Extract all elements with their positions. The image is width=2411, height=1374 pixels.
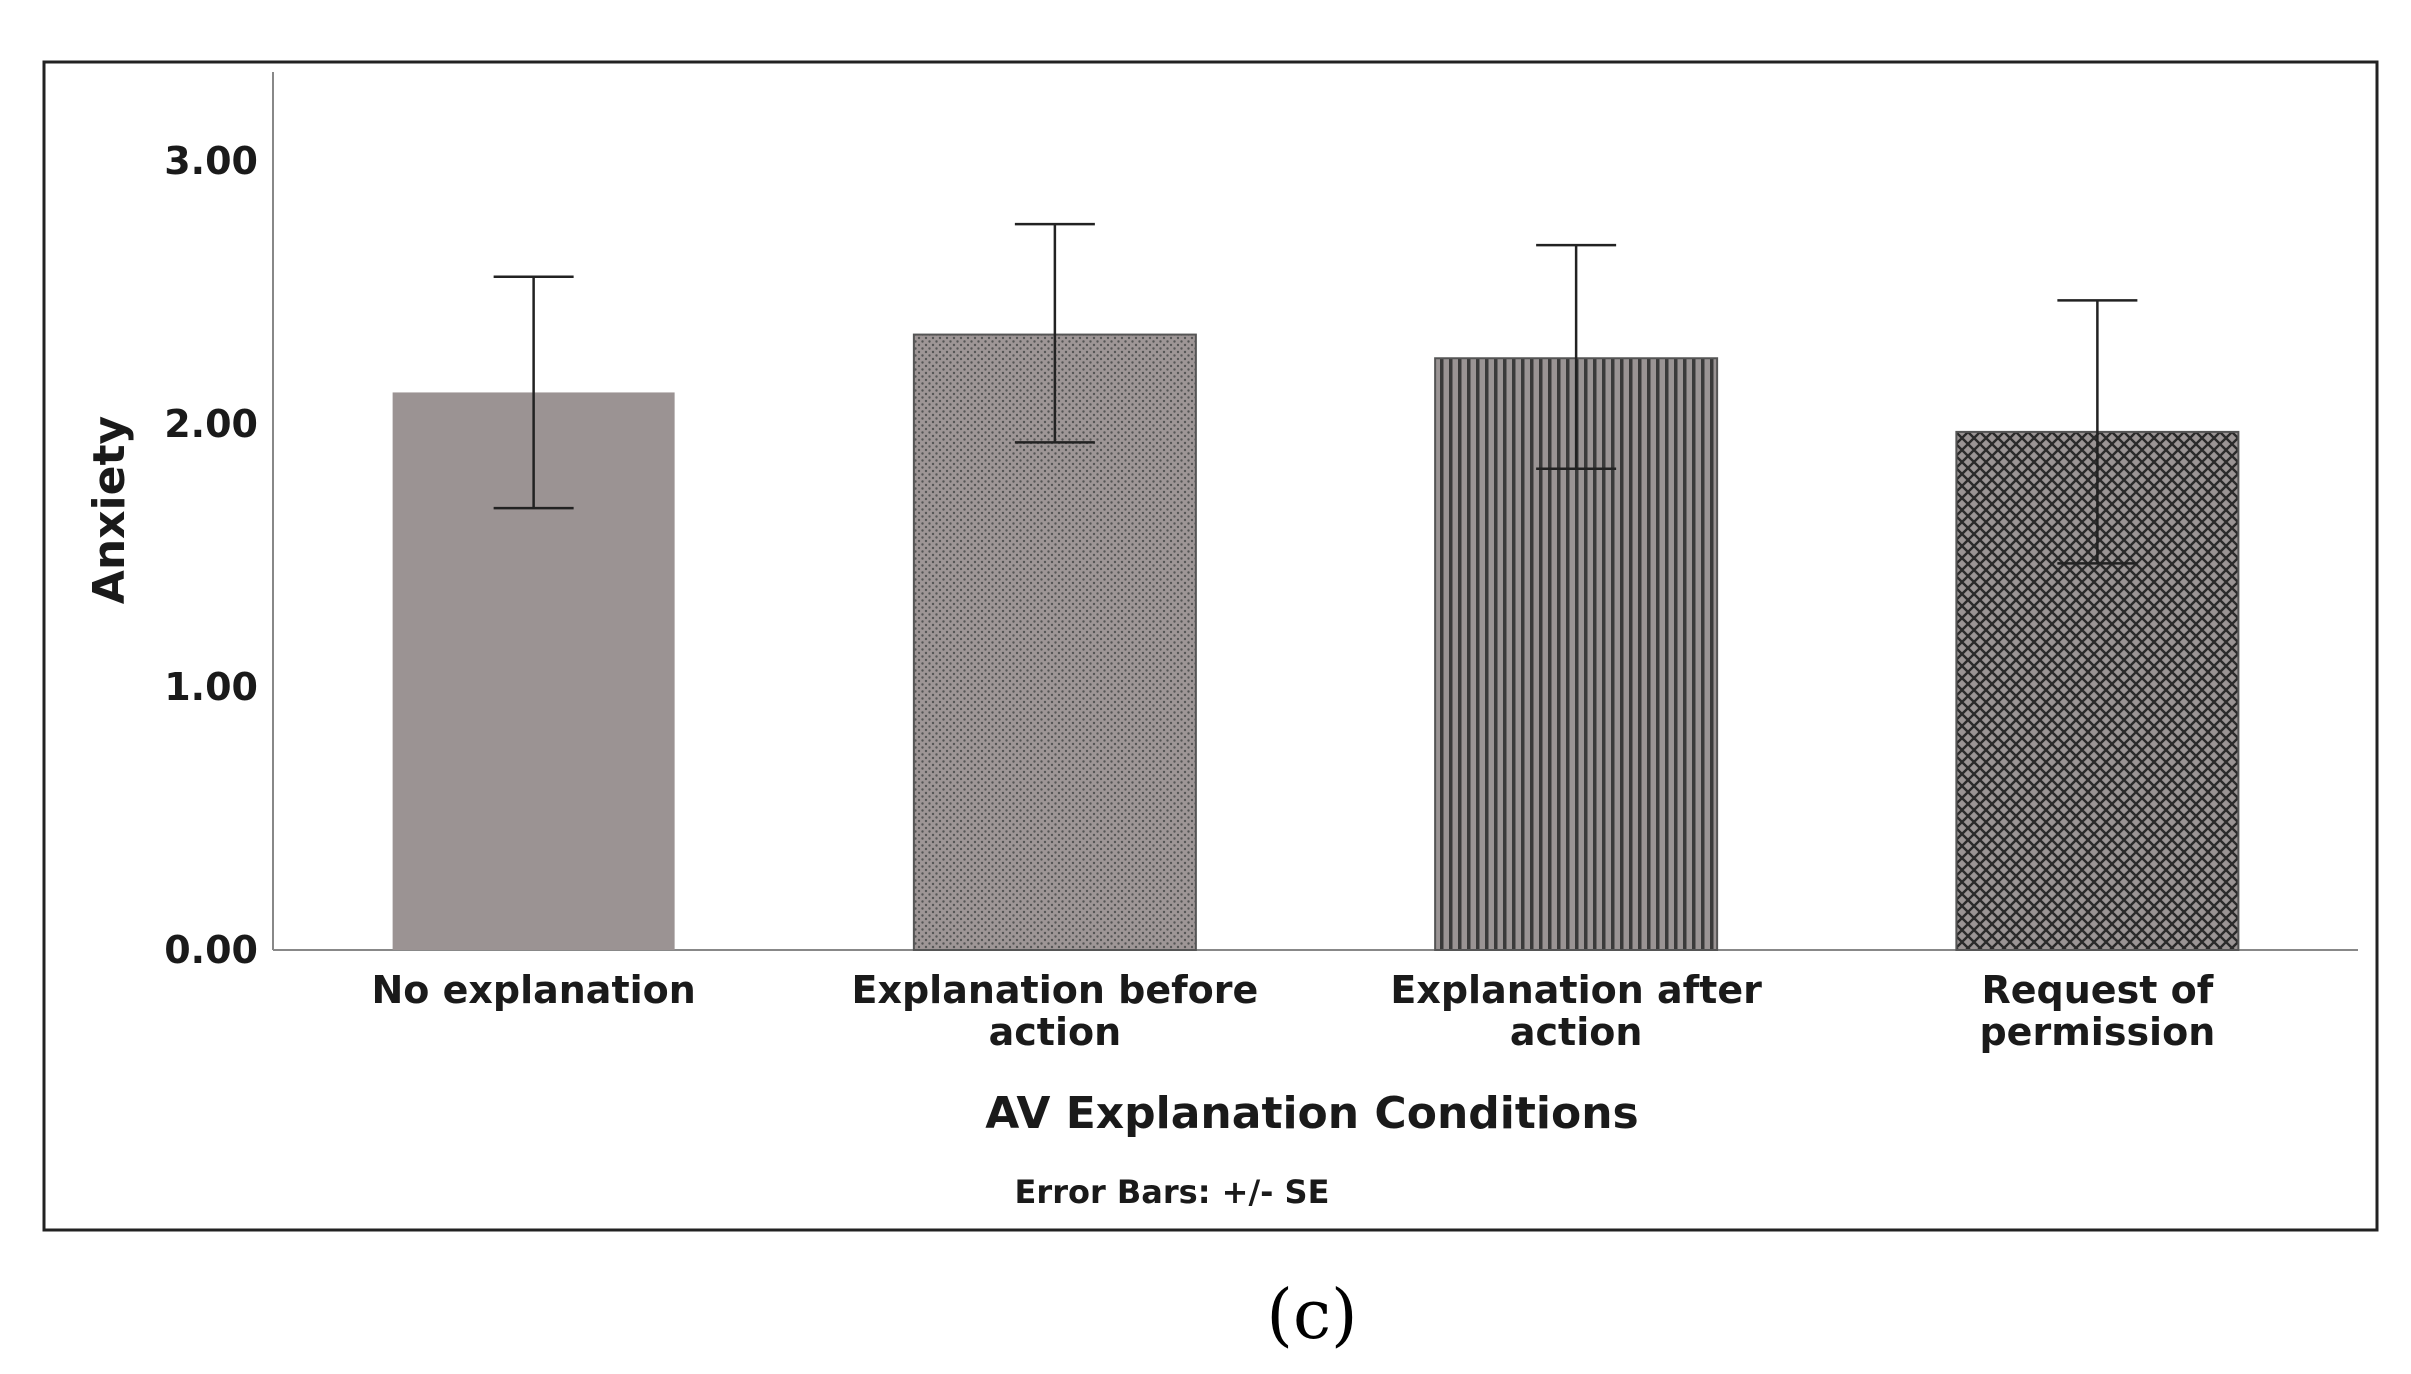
category-label: permission	[1979, 1010, 2215, 1054]
category-label: Explanation after	[1390, 968, 1762, 1012]
y-tick-label: 2.00	[164, 402, 258, 446]
y-tick-label: 1.00	[164, 665, 258, 709]
y-tick-labels: 0.00 1.00 2.00 3.00	[164, 139, 258, 972]
category-label: action	[989, 1010, 1122, 1054]
category-label: Explanation before	[852, 968, 1259, 1012]
x-axis-title: AV Explanation Conditions	[985, 1088, 1638, 1139]
bars	[392, 333, 2240, 951]
y-axis-title: Anxiety	[84, 416, 135, 604]
category-labels: No explanation Explanation beforeactionEx…	[371, 968, 2215, 1054]
category-label: Request of	[1982, 968, 2214, 1012]
error-bars	[493, 222, 2138, 565]
category-label: action	[1510, 1010, 1643, 1054]
y-tick-label: 3.00	[164, 139, 258, 183]
error-bar-note: Error Bars: +/- SE	[1015, 1173, 1330, 1211]
y-tick-label: 0.00	[164, 928, 258, 972]
chart-frame	[42, 60, 2379, 1232]
category-label: No explanation	[371, 968, 695, 1012]
panel-label: (c)	[1266, 1276, 1357, 1355]
